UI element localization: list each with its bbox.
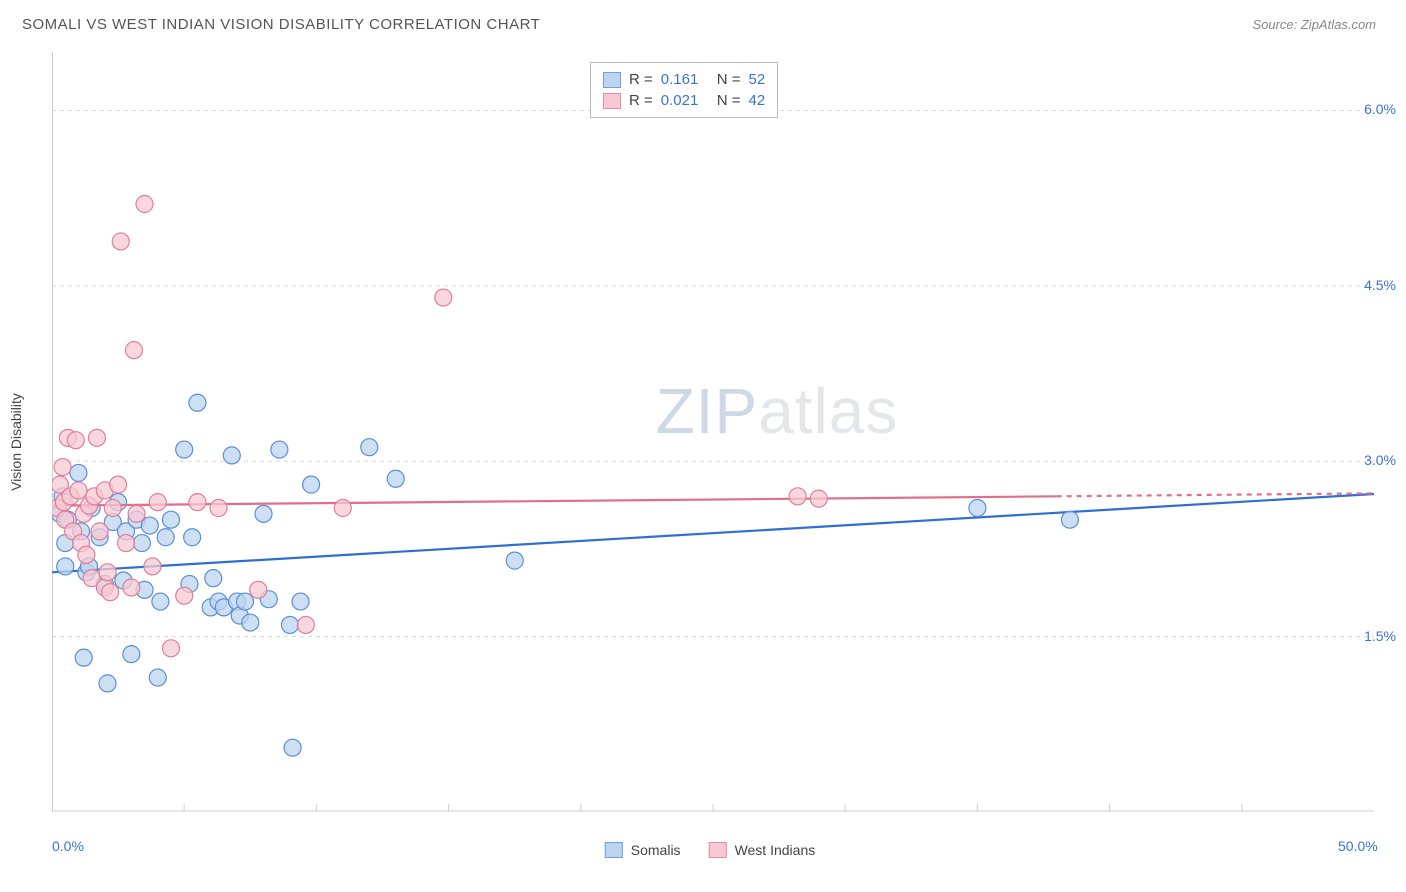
- series-legend-item: Somalis: [605, 842, 681, 858]
- stats-legend: R = 0.161 N = 52 R = 0.021 N = 42: [590, 62, 778, 118]
- y-tick-label: 6.0%: [1364, 101, 1396, 117]
- y-axis-label: Vision Disability: [8, 393, 24, 491]
- series-legend: Somalis West Indians: [605, 842, 815, 858]
- legend-swatch: [603, 93, 621, 109]
- series-legend-item: West Indians: [709, 842, 816, 858]
- legend-swatch: [709, 842, 727, 858]
- chart-title: SOMALI VS WEST INDIAN VISION DISABILITY …: [22, 16, 540, 33]
- source-label: Source: ZipAtlas.com: [1252, 17, 1376, 32]
- x-tick-label: 50.0%: [1338, 838, 1378, 854]
- chart-area: Vision Disability ZIPatlas R = 0.161 N =…: [40, 52, 1380, 832]
- legend-swatch: [605, 842, 623, 858]
- legend-swatch: [603, 72, 621, 88]
- y-tick-label: 4.5%: [1364, 277, 1396, 293]
- stats-legend-row: R = 0.161 N = 52: [603, 69, 765, 90]
- stats-legend-row: R = 0.021 N = 42: [603, 90, 765, 111]
- scatter-plot-svg: [52, 52, 1374, 812]
- y-tick-label: 3.0%: [1364, 452, 1396, 468]
- x-tick-label: 0.0%: [52, 838, 84, 854]
- y-tick-label: 1.5%: [1364, 628, 1396, 644]
